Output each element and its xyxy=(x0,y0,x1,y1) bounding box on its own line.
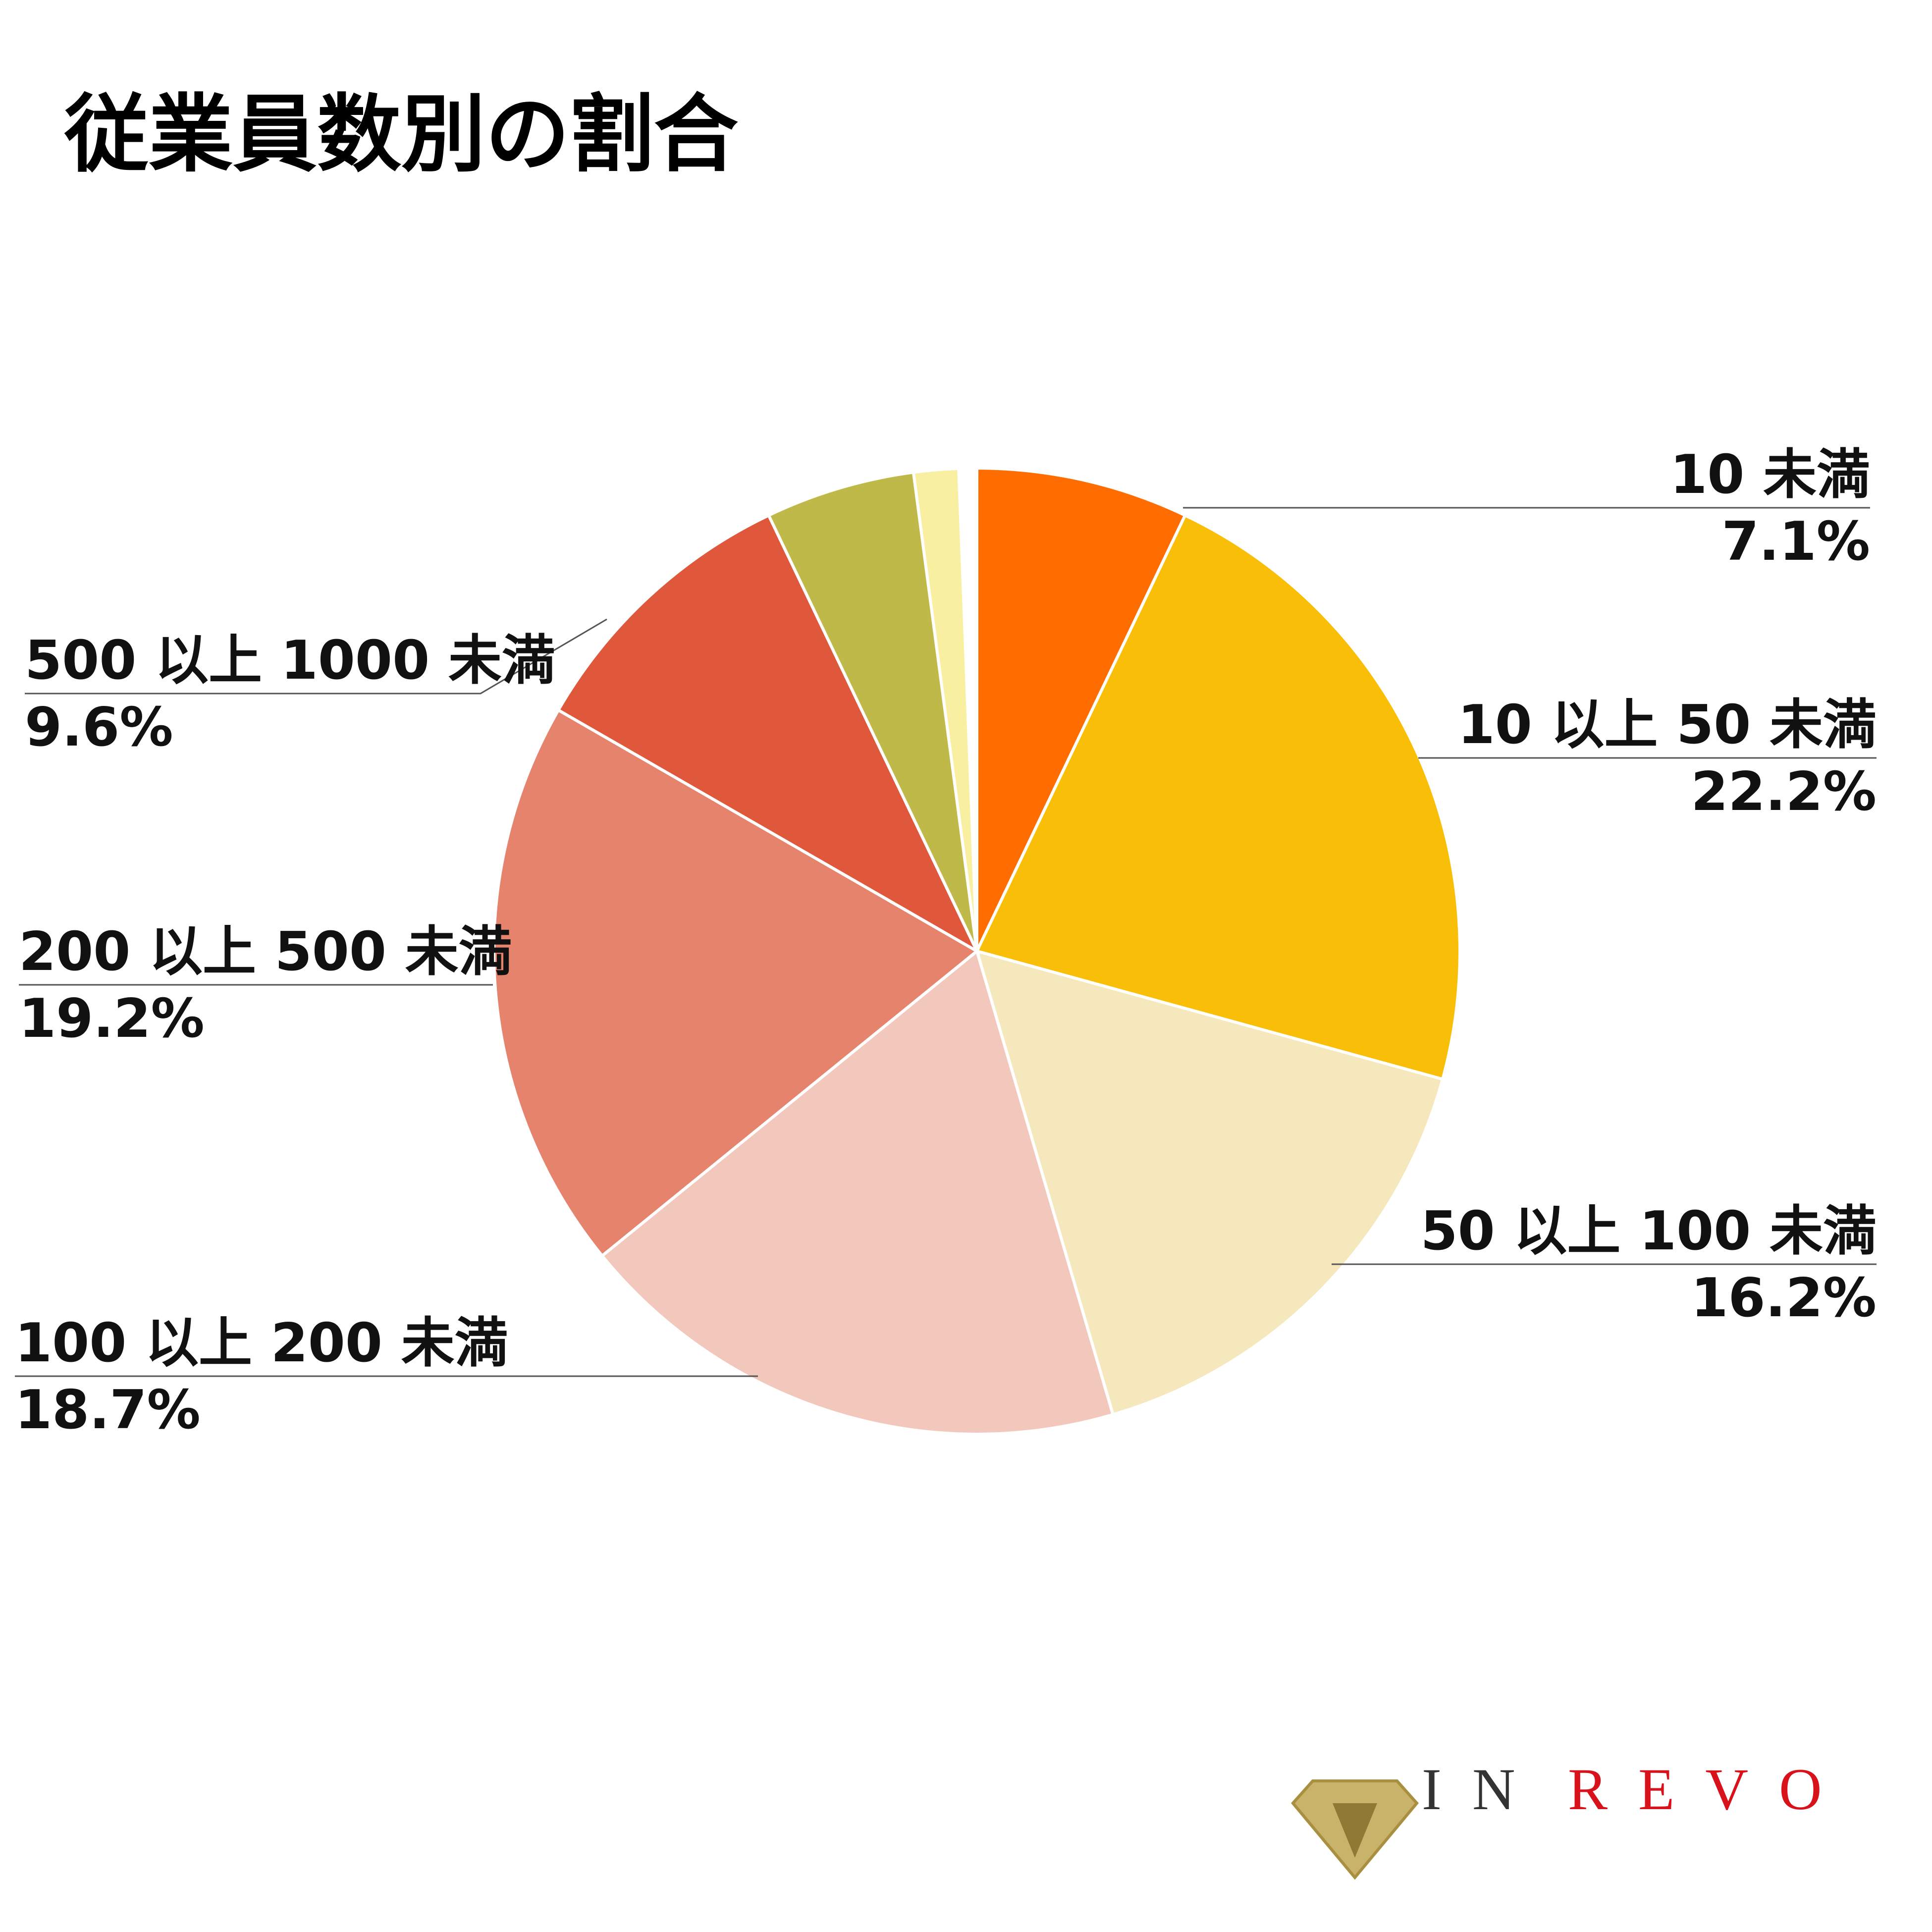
leader-line xyxy=(25,618,607,695)
value-label: 16.2% xyxy=(1691,1267,1877,1329)
pie-slice xyxy=(492,708,980,1258)
pie-slice xyxy=(957,466,978,952)
logo-text: IN xyxy=(1422,1756,1546,1822)
value-label: 7.1% xyxy=(1721,511,1870,573)
pie-slice xyxy=(975,466,1187,952)
slice-label: 10 未満 xyxy=(1670,444,1870,506)
chart-title: 従業員数別の割合 xyxy=(64,86,738,184)
pie-slice xyxy=(600,948,1115,1436)
slice-label: 10 以上 50 未満 xyxy=(1458,694,1877,756)
slice-label: 500 以上 1000 未満 xyxy=(25,630,555,692)
slice-label: 200 以上 500 未満 xyxy=(19,921,512,983)
slice-label: 100 以上 200 未満 xyxy=(15,1312,508,1374)
pie-slice xyxy=(556,513,980,955)
pie-slice xyxy=(766,471,978,952)
logo-diamond-facet xyxy=(1333,1803,1377,1858)
value-label: 18.7% xyxy=(15,1379,201,1441)
logo: IN REVO xyxy=(1291,1756,1853,1880)
value-label: 9.6% xyxy=(25,697,173,758)
value-label: 19.2% xyxy=(19,988,205,1050)
pie-slice xyxy=(974,949,1445,1417)
value-label: 22.2% xyxy=(1691,761,1877,823)
logo-text: REVO xyxy=(1568,1756,1853,1822)
slice-label: 50 以上 100 未満 xyxy=(1420,1200,1877,1262)
pie-slice xyxy=(974,513,1461,1081)
